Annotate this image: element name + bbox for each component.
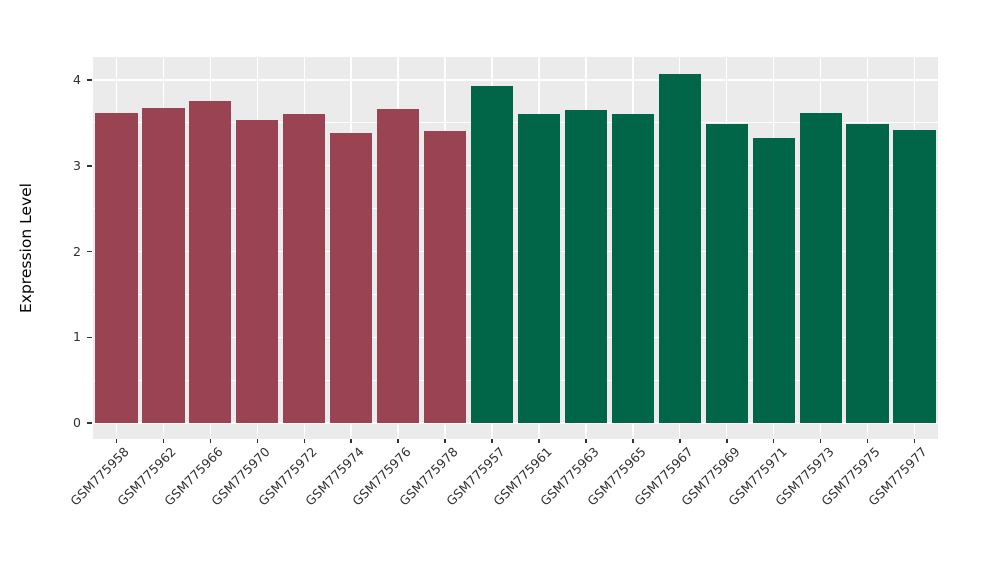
gridline-major-y [93, 79, 938, 81]
x-tick-mark [632, 439, 634, 443]
x-tick-mark [726, 439, 728, 443]
y-tick-mark [87, 165, 92, 167]
x-tick-mark [491, 439, 493, 443]
bar-GSM775972 [283, 114, 326, 423]
bar-GSM775973 [799, 112, 842, 423]
bar-GSM775974 [330, 133, 373, 423]
x-tick-mark [444, 439, 446, 443]
gridline-major-y [93, 165, 938, 167]
y-tick-mark [87, 422, 92, 424]
x-tick-mark [115, 439, 118, 443]
bar-GSM775957 [470, 86, 514, 423]
x-tick-mark [913, 439, 916, 443]
gridline-minor-y [93, 122, 938, 124]
x-tick-mark [350, 439, 352, 443]
y-tick-mark [87, 336, 92, 338]
bar-GSM775969 [705, 123, 748, 423]
x-tick-mark [209, 439, 212, 443]
bar-GSM775961 [517, 114, 561, 423]
gridline-major-y [93, 336, 938, 338]
gridline-minor-y [93, 293, 938, 295]
gridline-minor-y [93, 208, 938, 210]
bar-GSM775962 [142, 108, 185, 423]
bar-GSM775963 [564, 110, 608, 423]
x-tick-mark [866, 439, 869, 443]
y-tick-label-0: 0 [73, 415, 81, 430]
gridline-major-y [93, 250, 938, 253]
y-tick-label-1: 1 [73, 329, 81, 345]
x-tick-mark [256, 439, 259, 443]
x-tick-mark [819, 439, 822, 443]
bar-GSM775967 [658, 73, 701, 423]
x-tick-mark [772, 439, 775, 443]
y-tick-label-3: 3 [73, 157, 81, 173]
bar-GSM775970 [236, 120, 279, 423]
x-tick-mark [162, 439, 165, 443]
bar-GSM775965 [611, 114, 654, 423]
y-tick-label-4: 4 [73, 72, 81, 87]
x-tick-mark [397, 439, 399, 443]
x-tick-mark [679, 439, 681, 443]
x-tick-mark [538, 439, 540, 443]
bar-GSM775966 [189, 100, 232, 423]
gridline-major-y [93, 422, 938, 424]
x-tick-mark [303, 439, 305, 443]
bar-GSM775971 [752, 138, 795, 423]
plot-panel [93, 57, 938, 439]
y-tick-label-2: 2 [73, 243, 81, 259]
y-tick-mark [87, 250, 92, 253]
bar-GSM775978 [423, 131, 467, 423]
gridline-minor-y [93, 379, 938, 381]
bar-GSM775958 [95, 113, 138, 423]
bar-GSM775976 [377, 109, 420, 423]
bar-GSM775977 [893, 129, 936, 423]
y-tick-mark [87, 79, 92, 81]
x-tick-mark [585, 439, 587, 443]
bar-GSM775975 [846, 123, 889, 423]
